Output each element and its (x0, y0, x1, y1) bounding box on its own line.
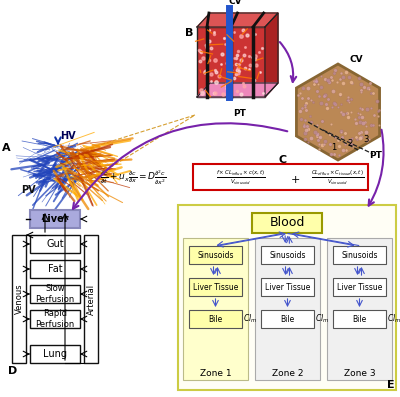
Bar (189, 310, 242, 328)
Bar (30, 310, 80, 328)
Bar (189, 246, 242, 264)
Text: Sinusoids: Sinusoids (341, 251, 378, 260)
Text: +: + (290, 175, 300, 185)
Text: C: C (279, 155, 287, 165)
Text: E: E (387, 380, 395, 390)
Text: Liver Tissue: Liver Tissue (193, 283, 238, 291)
Text: PT: PT (370, 152, 382, 160)
Bar (12, 235, 26, 363)
Text: Bile: Bile (208, 314, 223, 324)
Text: Liver Tissue: Liver Tissue (265, 283, 310, 291)
Text: Zone 1: Zone 1 (200, 368, 231, 378)
Bar (178, 205, 396, 390)
Text: Gut: Gut (46, 239, 64, 249)
Text: Liver: Liver (41, 214, 69, 224)
Polygon shape (197, 83, 278, 97)
Text: Liver Tissue: Liver Tissue (337, 283, 382, 291)
Text: Sinusoids: Sinusoids (197, 251, 234, 260)
Bar (261, 278, 314, 296)
Bar (327, 238, 392, 380)
Text: D: D (8, 366, 17, 376)
Text: Fat: Fat (48, 264, 62, 274)
Bar (30, 210, 80, 228)
Bar (333, 246, 386, 264)
Bar (30, 345, 80, 363)
Text: $\mathit{Cl}_m$: $\mathit{Cl}_m$ (243, 313, 257, 325)
Text: $\frac{f \times CL_{influx} \times c(x,t)}{V_{sinusoid}}$: $\frac{f \times CL_{influx} \times c(x,t… (216, 169, 266, 187)
Text: Venous: Venous (14, 284, 24, 314)
Text: Slow
Perfusion: Slow Perfusion (35, 284, 75, 304)
Bar (252, 213, 322, 233)
Bar (30, 285, 80, 303)
Text: $\mathit{Cl}_m$: $\mathit{Cl}_m$ (315, 313, 329, 325)
Text: $\frac{\partial c}{\partial t}+u_x\frac{\partial c}{\partial x}=D\frac{\partial^: $\frac{\partial c}{\partial t}+u_x\frac{… (100, 169, 167, 187)
Text: Zone 2: Zone 2 (272, 368, 303, 378)
Text: $\frac{CL_{efflux} \times C_{tissue}(x,t)}{V_{sinusoid}}$: $\frac{CL_{efflux} \times C_{tissue}(x,t… (312, 169, 364, 187)
Bar (193, 164, 368, 190)
Text: Lung: Lung (43, 349, 67, 359)
Bar (30, 260, 80, 278)
Text: Blood: Blood (269, 216, 305, 229)
Bar (333, 278, 386, 296)
Polygon shape (197, 13, 278, 27)
Text: Bile: Bile (352, 314, 367, 324)
Bar (333, 310, 386, 328)
Text: 2: 2 (347, 139, 353, 148)
Text: A: A (2, 143, 10, 153)
Polygon shape (265, 13, 278, 97)
Text: PT: PT (234, 108, 246, 118)
Text: Arterial: Arterial (86, 283, 96, 314)
Text: Sinusoids: Sinusoids (269, 251, 306, 260)
Text: 3: 3 (363, 135, 369, 145)
Bar (255, 238, 320, 380)
Text: Rapid
Perfusion: Rapid Perfusion (35, 309, 75, 329)
Text: PV: PV (21, 185, 35, 195)
Text: B: B (185, 28, 193, 38)
Text: Zone 3: Zone 3 (344, 368, 375, 378)
Text: CV: CV (228, 0, 242, 6)
Bar (189, 278, 242, 296)
Text: Bile: Bile (280, 314, 295, 324)
Text: HV: HV (60, 131, 76, 141)
Polygon shape (296, 64, 380, 160)
Text: 1: 1 (331, 143, 337, 152)
Bar (197, 27, 265, 97)
Bar (261, 246, 314, 264)
Text: CV: CV (349, 56, 363, 64)
Bar (261, 310, 314, 328)
Bar (84, 235, 98, 363)
Text: $\mathit{Cl}_m$: $\mathit{Cl}_m$ (387, 313, 400, 325)
Bar (183, 238, 248, 380)
Bar (30, 235, 80, 253)
